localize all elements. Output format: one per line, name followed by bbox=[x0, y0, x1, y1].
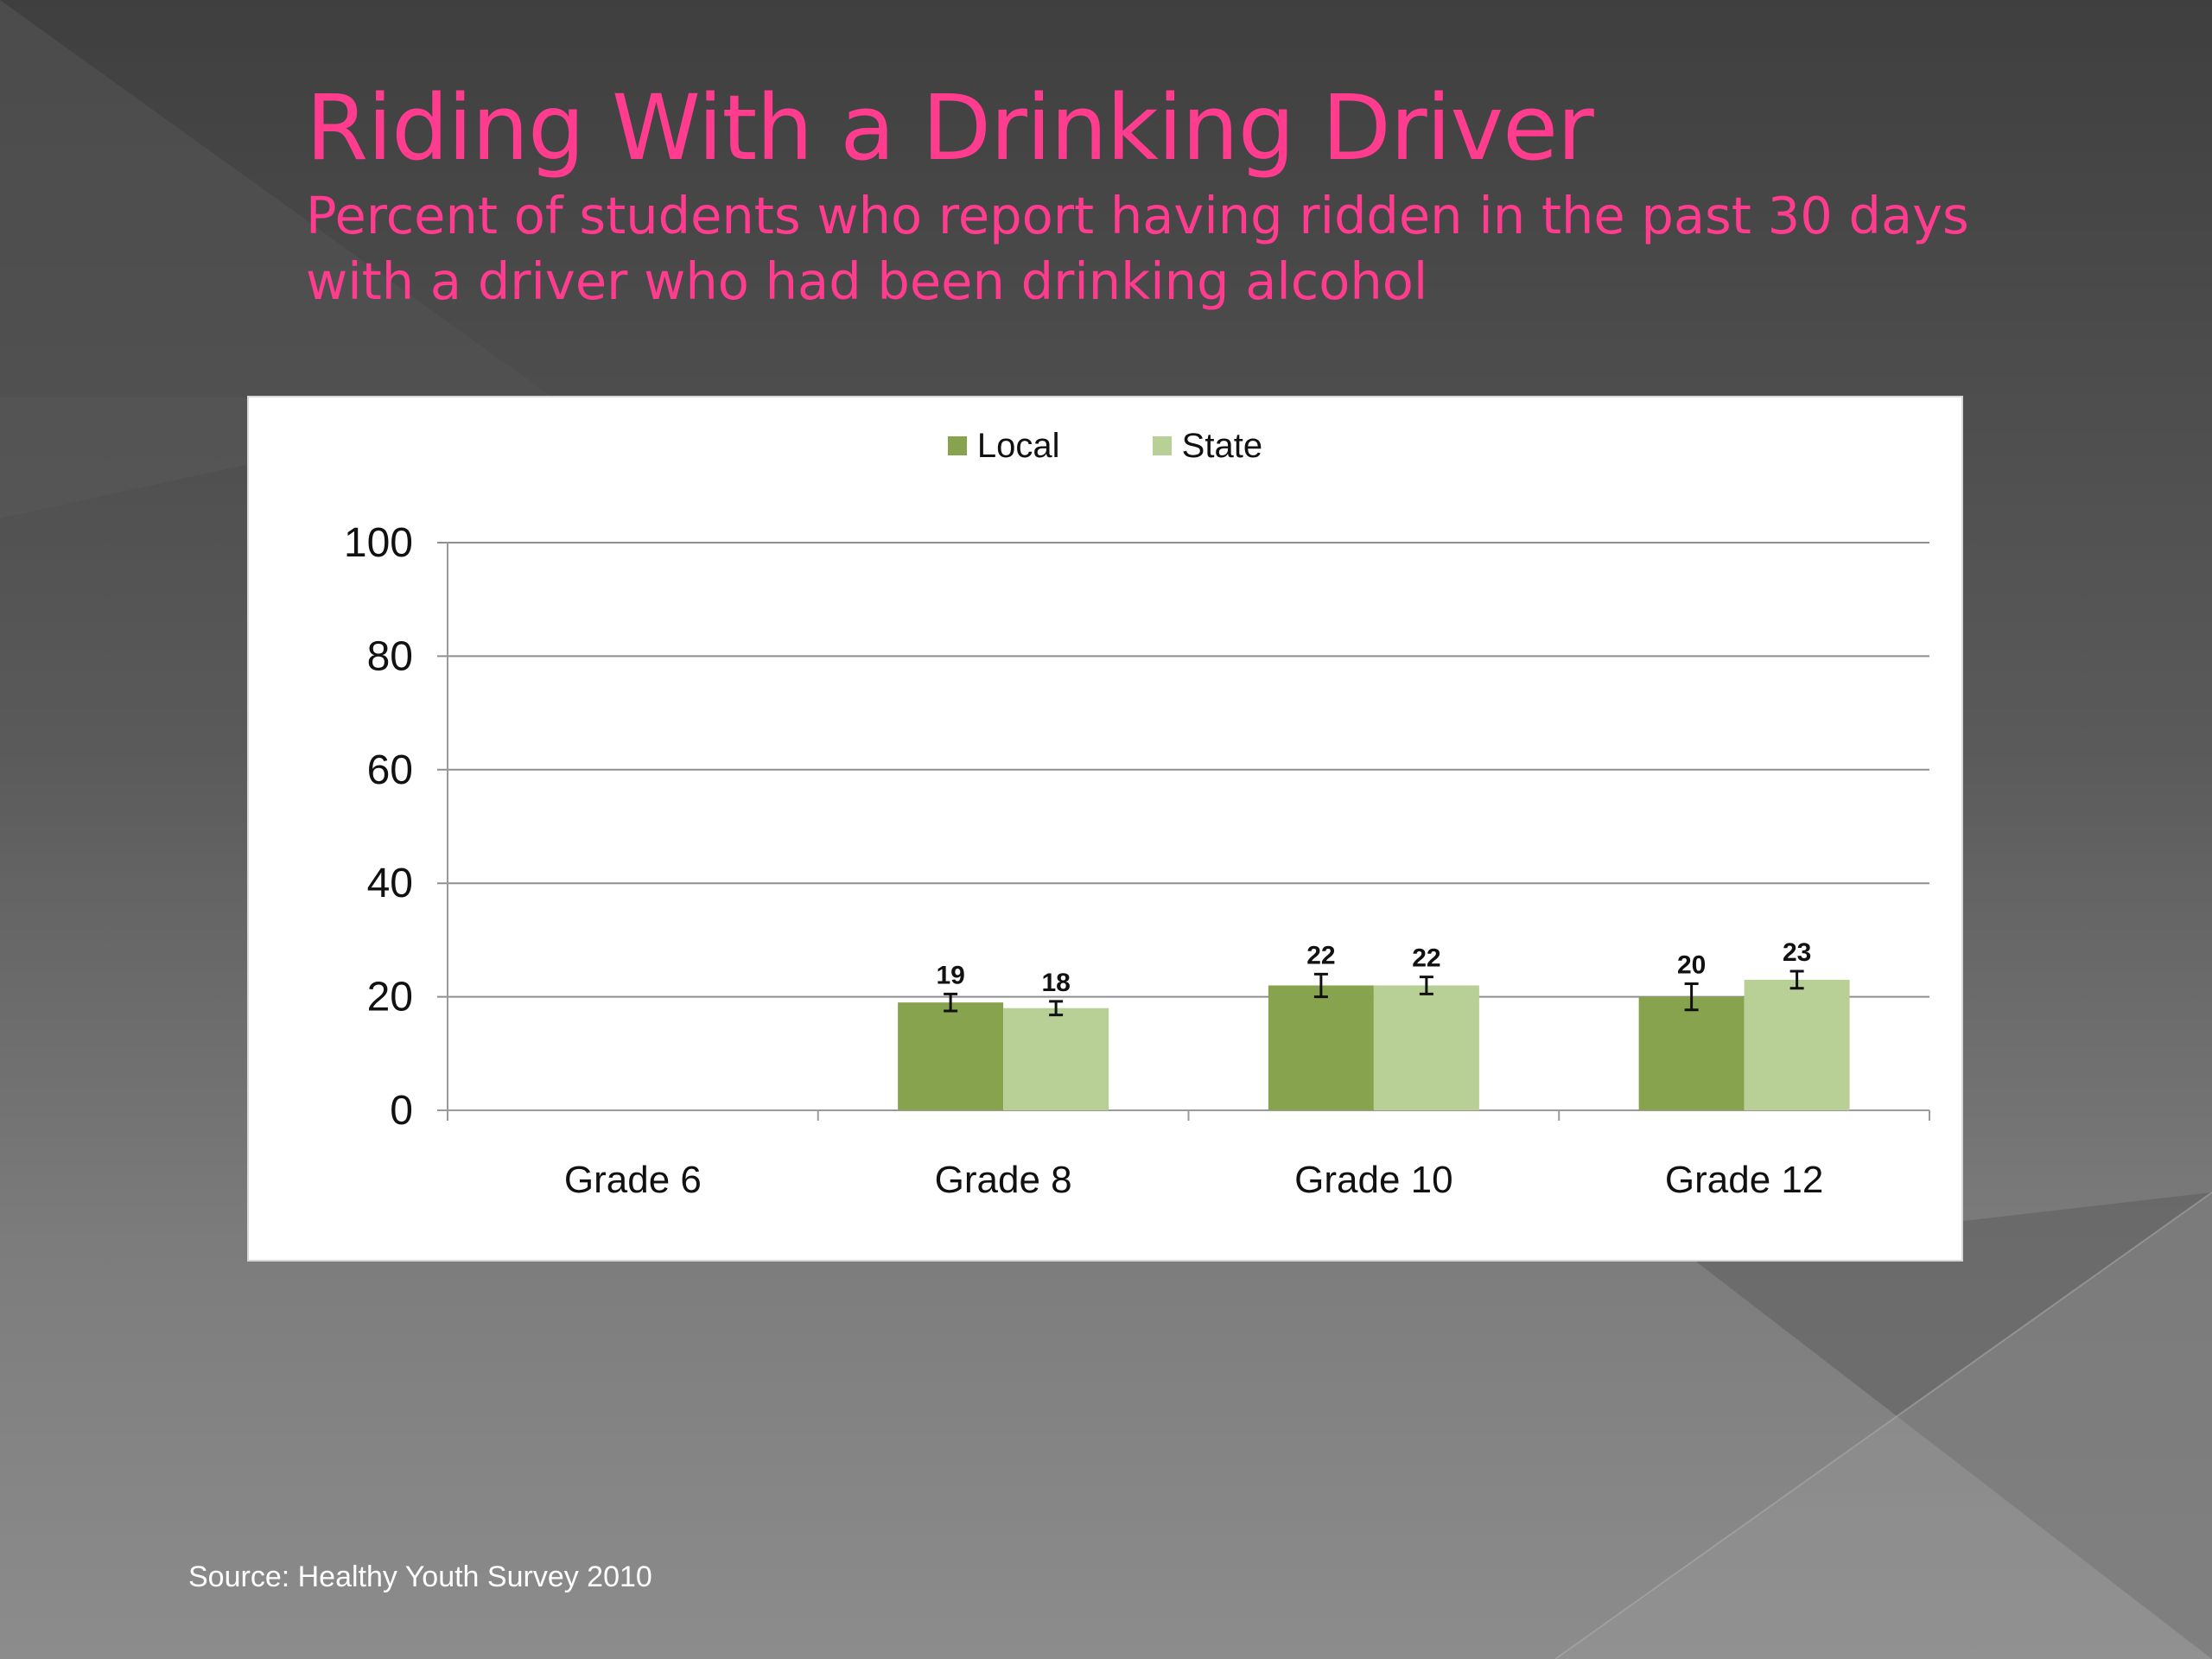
y-tick-label: 60 bbox=[367, 747, 413, 793]
y-tick-label: 80 bbox=[367, 633, 413, 679]
bar-chart: 0 20 40 60 80 100 Grade 6 Grade 8 19 18 Grade 10 22… bbox=[344, 520, 1930, 1201]
legend-swatch-local bbox=[947, 436, 967, 455]
y-tick-label: 0 bbox=[390, 1088, 413, 1134]
y-tick-label: 40 bbox=[367, 861, 413, 906]
y-tick-label: 20 bbox=[367, 975, 413, 1020]
bar-state bbox=[1744, 979, 1850, 1110]
legend-label-state: State bbox=[1181, 427, 1263, 465]
data-label: 19 bbox=[936, 961, 964, 989]
x-tick-label: Grade 10 bbox=[1294, 1159, 1452, 1201]
x-tick-label: Grade 8 bbox=[935, 1159, 1072, 1201]
x-tick-label: Grade 12 bbox=[1665, 1159, 1823, 1201]
chart-legend: Local State bbox=[249, 427, 1961, 466]
source-note: Source: Healthy Youth Survey 2010 bbox=[188, 1560, 652, 1593]
data-label: 22 bbox=[1306, 941, 1335, 969]
title-block: Riding With a Drinking Driver Percent of… bbox=[306, 74, 1999, 315]
bar-state bbox=[1373, 985, 1479, 1110]
legend-item-state: State bbox=[1152, 427, 1263, 466]
bar-local bbox=[1638, 996, 1745, 1110]
x-tick-label: Grade 6 bbox=[564, 1159, 702, 1201]
legend-label-local: Local bbox=[976, 427, 1060, 465]
data-label: 20 bbox=[1677, 950, 1706, 979]
bar-local bbox=[898, 1002, 1004, 1110]
bar-local bbox=[1268, 985, 1374, 1110]
data-label: 23 bbox=[1783, 938, 1811, 967]
data-label: 22 bbox=[1412, 944, 1440, 973]
bar-state bbox=[1003, 1007, 1109, 1110]
slide-subtitle: Percent of students who report having ri… bbox=[306, 186, 1969, 311]
slide-title: Riding With a Drinking Driver bbox=[306, 75, 1594, 181]
legend-item-local: Local bbox=[947, 427, 1060, 466]
legend-swatch-state bbox=[1152, 436, 1172, 455]
data-label: 18 bbox=[1041, 969, 1070, 997]
y-tick-label: 100 bbox=[344, 520, 413, 566]
chart-panel: Local State 0 20 40 60 80 100 Grade 6 Grade 8 19… bbox=[247, 396, 1963, 1262]
